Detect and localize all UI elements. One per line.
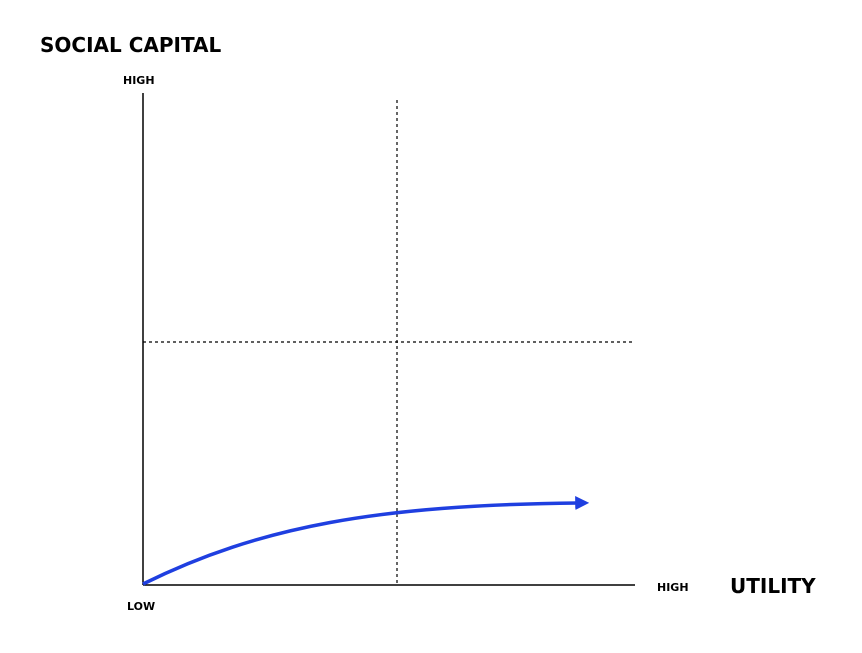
x-axis-title: UTILITY: [730, 574, 816, 598]
origin-label: LOW: [127, 600, 155, 613]
x-axis-high-label: HIGH: [657, 581, 689, 594]
y-axis-title: SOCIAL CAPITAL: [40, 33, 222, 57]
trend-arrow: [142, 496, 590, 586]
y-axis-high-label: HIGH: [123, 74, 155, 87]
